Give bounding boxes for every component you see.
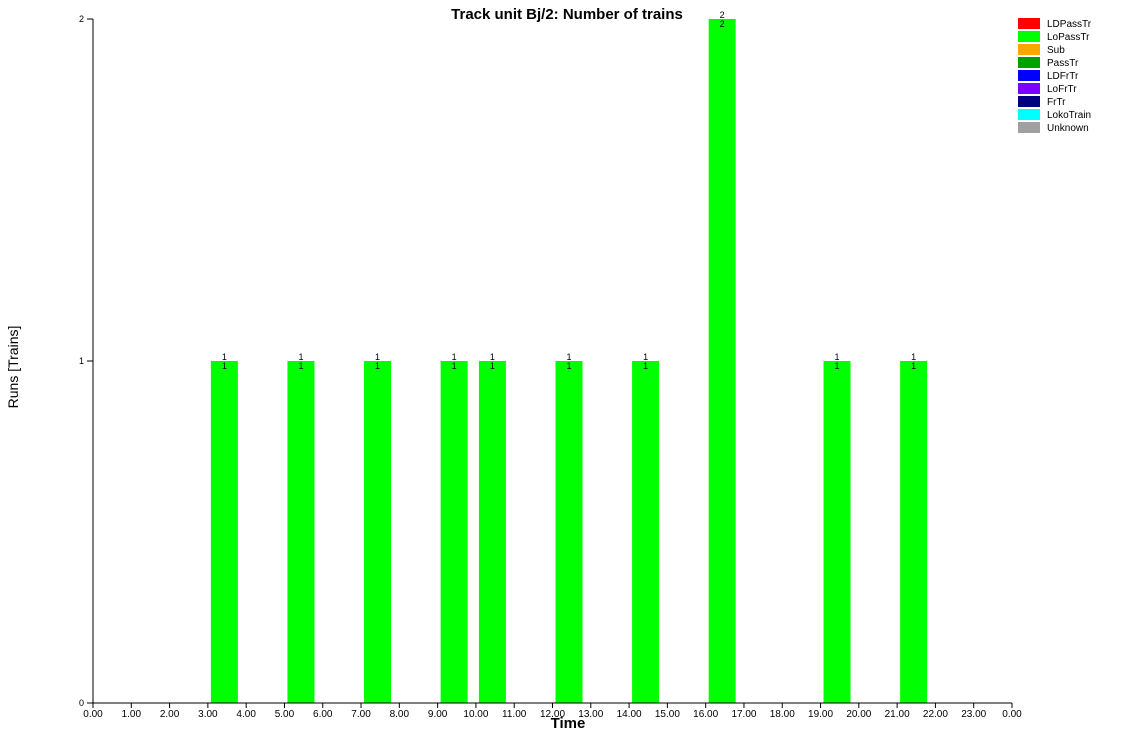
legend-label-passtr: PassTr bbox=[1047, 58, 1079, 69]
legend-label-ldpasstr: LDPassTr bbox=[1047, 19, 1092, 30]
x-tick-label-0: 0.00 bbox=[83, 709, 103, 720]
legend-swatch-lokotrain bbox=[1018, 109, 1040, 120]
data-label-top-10: 1 bbox=[490, 352, 495, 362]
x-tick-label-10: 10.00 bbox=[463, 709, 488, 720]
bar-lopasstr-7 bbox=[364, 361, 392, 703]
legend-label-ldfrtr: LDFrTr bbox=[1047, 71, 1079, 82]
bar-lopasstr-19 bbox=[823, 361, 851, 703]
x-tick-label-12: 12.00 bbox=[540, 709, 565, 720]
legend-swatch-ldfrtr bbox=[1018, 70, 1040, 81]
x-tick-label-5: 5.00 bbox=[275, 709, 295, 720]
bar-lopasstr-12 bbox=[555, 361, 583, 703]
data-label-inner-19: 1 bbox=[835, 361, 840, 371]
data-label-inner-5: 1 bbox=[298, 361, 303, 371]
y-axis-title: Runs [Trains] bbox=[5, 326, 21, 409]
legend-swatch-lofrtr bbox=[1018, 83, 1040, 94]
bar-lopasstr-21 bbox=[900, 361, 928, 703]
x-tick-label-8: 8.00 bbox=[390, 709, 410, 720]
x-tick-label-20: 20.00 bbox=[846, 709, 871, 720]
bar-lopasstr-9 bbox=[440, 361, 468, 703]
x-tick-label-1: 1.00 bbox=[122, 709, 142, 720]
legend-label-sub: Sub bbox=[1047, 45, 1065, 56]
bar-lopasstr-16 bbox=[708, 19, 736, 703]
data-label-top-5: 1 bbox=[298, 352, 303, 362]
bar-lopasstr-10 bbox=[478, 361, 506, 703]
data-label-top-16: 2 bbox=[720, 10, 725, 20]
y-tick-label-2: 2 bbox=[79, 14, 84, 24]
data-label-top-14: 1 bbox=[643, 352, 648, 362]
data-label-inner-16: 2 bbox=[720, 19, 725, 29]
y-tick-label-1: 1 bbox=[79, 356, 84, 366]
legend-label-lofrtr: LoFrTr bbox=[1047, 84, 1077, 95]
data-label-top-19: 1 bbox=[835, 352, 840, 362]
x-tick-label-11: 11.00 bbox=[502, 709, 527, 720]
x-tick-label-22: 22.00 bbox=[923, 709, 948, 720]
legend: LDPassTr LoPassTr Sub PassTr LDFrTr LoFrTr FrT… bbox=[1018, 18, 1092, 134]
x-tick-label-16: 16.00 bbox=[693, 709, 718, 720]
data-label-top-7: 1 bbox=[375, 352, 380, 362]
legend-label-lopasstr: LoPassTr bbox=[1047, 32, 1090, 43]
bar-lopasstr-5 bbox=[287, 361, 315, 703]
x-tick-label-9: 9.00 bbox=[428, 709, 448, 720]
legend-swatch-sub bbox=[1018, 44, 1040, 55]
y-tick-label-0: 0 bbox=[79, 698, 84, 708]
legend-swatch-passtr bbox=[1018, 57, 1040, 68]
legend-swatch-ldpasstr bbox=[1018, 18, 1040, 29]
data-label-top-12: 1 bbox=[566, 352, 571, 362]
chart-title: Track unit Bj/2: Number of trains bbox=[451, 6, 683, 23]
legend-label-lokotrain: LokoTrain bbox=[1047, 110, 1091, 121]
data-label-top-21: 1 bbox=[911, 352, 916, 362]
x-tick-label-14: 14.00 bbox=[617, 709, 642, 720]
x-tick-label-3: 3.00 bbox=[198, 709, 218, 720]
x-tick-label-19: 19.00 bbox=[808, 709, 833, 720]
legend-swatch-lopasstr bbox=[1018, 31, 1040, 42]
x-tick-label-18: 18.00 bbox=[770, 709, 795, 720]
x-tick-label-2: 2.00 bbox=[160, 709, 180, 720]
data-label-inner-12: 1 bbox=[566, 361, 571, 371]
data-label-inner-3: 1 bbox=[222, 361, 227, 371]
x-tick-label-15: 15.00 bbox=[655, 709, 680, 720]
data-label-top-3: 1 bbox=[222, 352, 227, 362]
x-tick-label-13: 13.00 bbox=[578, 709, 603, 720]
data-label-inner-10: 1 bbox=[490, 361, 495, 371]
data-label-inner-21: 1 bbox=[911, 361, 916, 371]
x-tick-label-24: 0.00 bbox=[1002, 709, 1022, 720]
data-label-inner-14: 1 bbox=[643, 361, 648, 371]
x-tick-label-7: 7.00 bbox=[351, 709, 371, 720]
legend-swatch-frtr bbox=[1018, 96, 1040, 107]
x-tick-label-21: 21.00 bbox=[885, 709, 910, 720]
data-label-inner-9: 1 bbox=[452, 361, 457, 371]
legend-label-frtr: FrTr bbox=[1047, 97, 1066, 108]
bar-lopasstr-3 bbox=[210, 361, 238, 703]
x-tick-label-4: 4.00 bbox=[236, 709, 256, 720]
x-tick-label-17: 17.00 bbox=[731, 709, 756, 720]
data-label-top-9: 1 bbox=[452, 352, 457, 362]
bar-lopasstr-14 bbox=[632, 361, 660, 703]
x-axis-title: Time bbox=[551, 715, 586, 732]
data-label-inner-7: 1 bbox=[375, 361, 380, 371]
x-tick-label-23: 23.00 bbox=[961, 709, 986, 720]
x-tick-label-6: 6.00 bbox=[313, 709, 333, 720]
legend-swatch-unknown bbox=[1018, 122, 1040, 133]
legend-label-unknown: Unknown bbox=[1047, 123, 1089, 134]
